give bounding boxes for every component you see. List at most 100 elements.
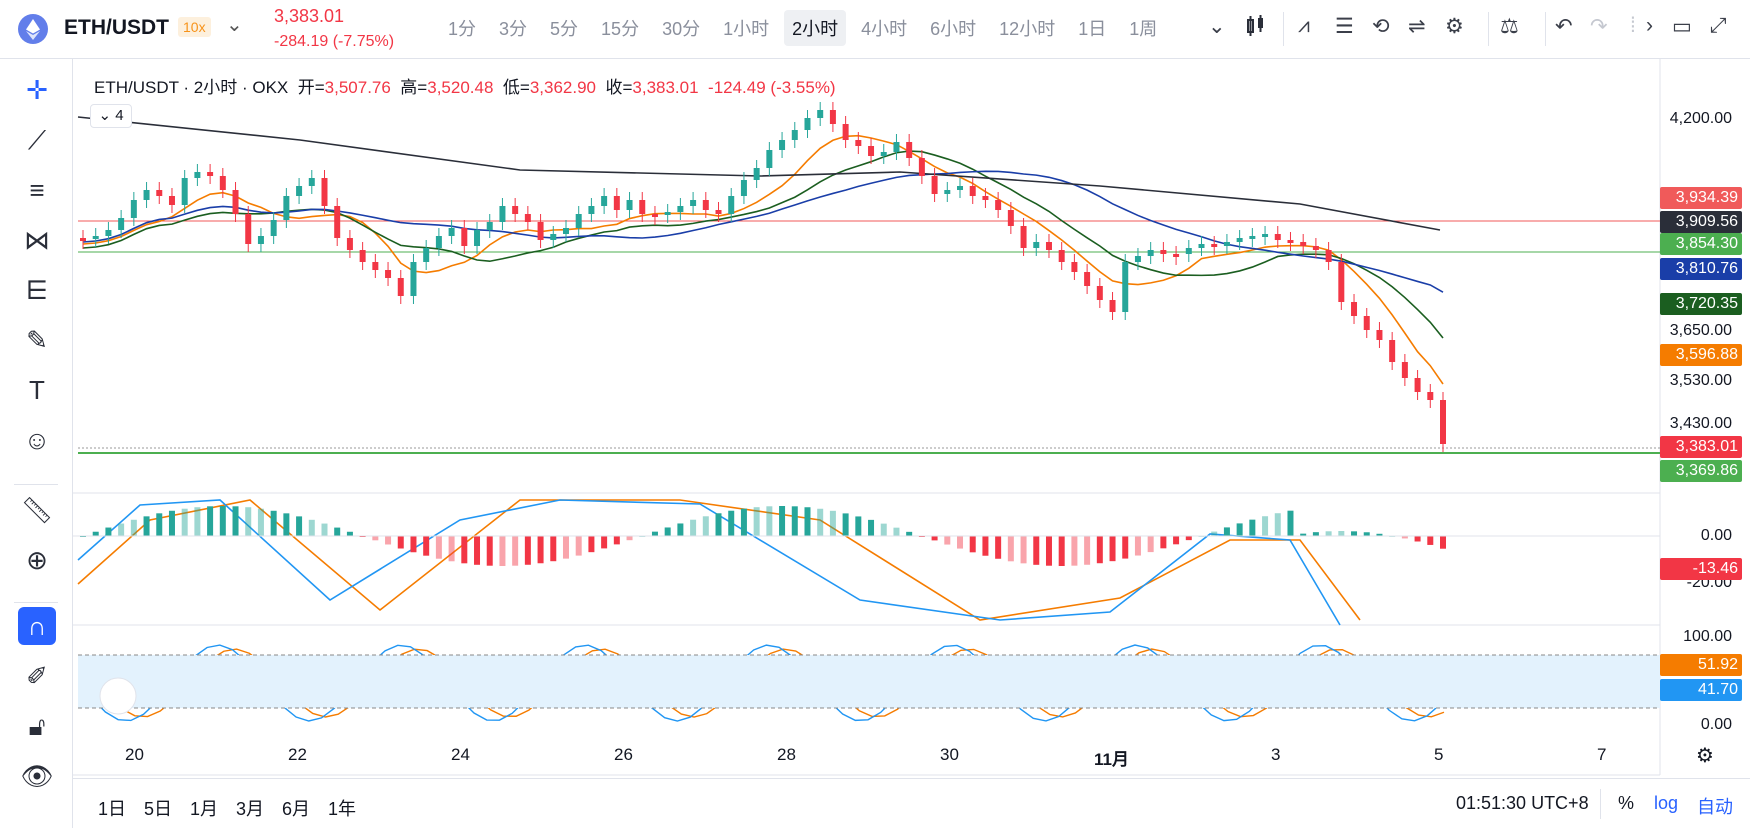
lock-drawing-icon[interactable]: ✐: [26, 661, 48, 691]
redo-icon[interactable]: ↷: [1590, 15, 1608, 38]
range-1d[interactable]: 1日: [98, 799, 127, 819]
list-settings-icon[interactable]: ☰: [1335, 15, 1354, 38]
candle: [1045, 242, 1052, 250]
emoji-icon[interactable]: ☺: [23, 425, 51, 455]
unlock-icon[interactable]: 🔓︎: [28, 711, 46, 741]
macd-bar: [1033, 536, 1040, 565]
horizontal-lines-icon[interactable]: ≡: [29, 175, 45, 205]
interval-6h[interactable]: 6小时: [930, 19, 977, 39]
candle: [1058, 250, 1065, 262]
expand-icon[interactable]: ⤢: [1710, 14, 1727, 37]
candle: [346, 238, 353, 250]
candle: [232, 190, 239, 214]
undo-icon[interactable]: ↶: [1555, 15, 1573, 38]
alert-icon[interactable]: ⟲: [1372, 15, 1390, 38]
trend-line-icon[interactable]: ⟋: [27, 125, 47, 155]
candle: [435, 236, 442, 248]
range-3m[interactable]: 3月: [236, 799, 265, 819]
macd-bar: [944, 536, 951, 545]
interval-2h[interactable]: 2小时: [784, 10, 847, 46]
clock[interactable]: 01:51:30 UTC+8: [1456, 793, 1589, 813]
candle: [969, 186, 976, 196]
candle: [359, 250, 366, 262]
symbol-name[interactable]: ETH/USDT: [64, 16, 169, 39]
fibonacci-icon[interactable]: ⋿: [25, 275, 49, 305]
interval-3m[interactable]: 3分: [499, 19, 528, 39]
interval-1m[interactable]: 1分: [448, 19, 477, 39]
pattern-icon[interactable]: ⋈: [24, 225, 50, 255]
candle: [423, 248, 430, 262]
candle: [245, 214, 252, 244]
candle: [537, 222, 544, 240]
more-intervals-chevron-icon[interactable]: ⌄: [1208, 15, 1226, 38]
text-tool-icon[interactable]: T: [29, 375, 45, 405]
fullscreen-icon[interactable]: ▭: [1672, 15, 1692, 38]
symbol-dropdown-chevron-icon[interactable]: ⌄: [226, 14, 243, 36]
candle: [1338, 262, 1345, 302]
macd-bar: [1414, 536, 1421, 542]
magnet-icon[interactable]: ∩: [18, 607, 56, 645]
interval-1d[interactable]: 1日: [1078, 19, 1107, 39]
range-1m[interactable]: 1月: [190, 799, 219, 819]
macd-bar: [753, 507, 760, 536]
candle: [486, 222, 493, 230]
candle: [804, 118, 811, 130]
percent-toggle[interactable]: %: [1618, 793, 1635, 813]
price-tag: 3,383.01: [1660, 436, 1742, 458]
candle: [448, 228, 455, 236]
candle-type-icon[interactable]: [1245, 14, 1267, 44]
macd-bar: [651, 531, 658, 536]
macd-bar: [296, 516, 303, 536]
interval-5m[interactable]: 5分: [550, 19, 579, 39]
candle: [918, 158, 925, 176]
eye-icon[interactable]: 👁︎: [20, 761, 54, 791]
chevron-right-icon[interactable]: ›: [1646, 14, 1653, 37]
candle: [1249, 236, 1256, 239]
interval-4h[interactable]: 4小时: [861, 19, 908, 39]
interval-30m[interactable]: 30分: [662, 19, 701, 39]
interval-12h[interactable]: 12小时: [999, 19, 1056, 39]
macd-bar: [1160, 536, 1167, 549]
candle: [944, 190, 951, 194]
divider: [1600, 789, 1601, 819]
candle: [283, 196, 290, 220]
candle: [550, 234, 557, 240]
macd-bar: [283, 513, 290, 536]
indicator-toggle[interactable]: ⌄ 4: [90, 104, 132, 128]
candle: [410, 262, 417, 296]
zoom-in-icon[interactable]: ⊕: [26, 545, 48, 575]
legend-close: 3,383.01: [632, 78, 699, 97]
indicators-icon[interactable]: ⩘: [1298, 14, 1310, 37]
interval-1h[interactable]: 1小时: [723, 19, 770, 39]
ruler-icon[interactable]: 📏︎: [20, 495, 54, 525]
range-1y[interactable]: 1年: [328, 799, 357, 819]
leverage-badge[interactable]: 10x: [178, 17, 211, 37]
macd-bar: [804, 507, 811, 536]
balance-icon[interactable]: ⚖: [1500, 15, 1519, 38]
macd-bar: [130, 519, 137, 536]
macd-bar: [1376, 533, 1383, 536]
brush-icon[interactable]: ✎: [26, 325, 48, 355]
candle: [1389, 340, 1396, 362]
crosshair-icon[interactable]: ✛: [26, 75, 48, 105]
range-5d[interactable]: 5日: [144, 799, 173, 819]
candle: [1185, 248, 1192, 254]
log-toggle[interactable]: log: [1654, 793, 1679, 813]
macd-bar: [817, 508, 824, 536]
auto-toggle[interactable]: 自动: [1697, 797, 1733, 817]
price-axis-label: 3,430.00: [1669, 415, 1732, 432]
range-6m[interactable]: 6月: [282, 799, 311, 819]
interval-1w[interactable]: 1周: [1129, 19, 1158, 39]
interval-15m[interactable]: 15分: [601, 19, 640, 39]
candle: [575, 214, 582, 228]
candle: [957, 186, 964, 190]
macd-bar: [219, 506, 226, 536]
macd-bar: [702, 516, 709, 536]
replay-icon[interactable]: ⇌: [1408, 15, 1426, 38]
macd-bar: [1427, 536, 1434, 545]
gear-icon[interactable]: ⚙: [1445, 15, 1464, 38]
axis-settings-icon[interactable]: ⚙: [1696, 745, 1714, 767]
legend-change: -124.49 (-3.55%): [708, 78, 836, 97]
candle: [893, 142, 900, 152]
